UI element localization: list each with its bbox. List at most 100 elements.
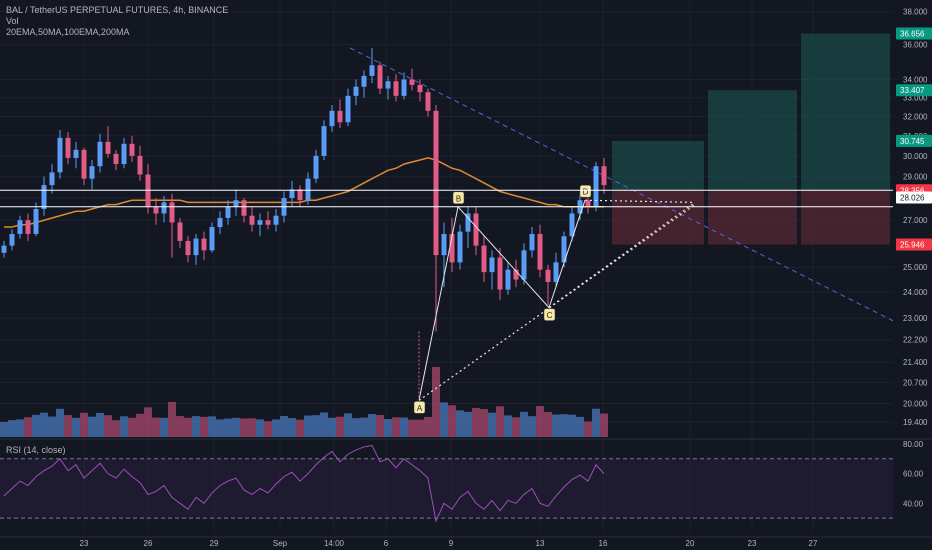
candle-body [425, 92, 431, 111]
candle-body [273, 215, 279, 225]
volume-bar [384, 419, 392, 437]
pattern-label-d-box [579, 184, 592, 198]
price-label-box [896, 191, 932, 204]
volume-bar [200, 416, 208, 437]
price-axis[interactable]: 38.00036.00034.00033.00032.00031.00030.0… [896, 8, 932, 509]
volume-bar [416, 419, 424, 437]
candle-body [137, 155, 143, 175]
volume-bar [208, 416, 216, 437]
volume-bar [288, 418, 296, 437]
volume-bar [0, 421, 8, 437]
candle-body [377, 65, 383, 89]
volume-bar [536, 406, 544, 437]
volume-bar [312, 415, 320, 437]
volume-bar [88, 416, 96, 437]
price-tick-label: 30.000 [903, 152, 928, 161]
pattern-label-d: D [583, 188, 589, 197]
candle-body [249, 215, 255, 225]
time-axis[interactable]: 23 26 29 Sep 14:00 6 9 13 16 20 23 27 [80, 539, 818, 548]
candle-body [441, 233, 447, 256]
candle-body [113, 153, 119, 165]
price-label: 36.656 [900, 30, 925, 39]
rsi-line [3, 444, 605, 523]
descending-trendline [349, 47, 894, 322]
candle-body [385, 81, 391, 89]
price-label: 33.407 [900, 86, 925, 95]
time-tick-label: 9 [449, 539, 454, 548]
price-tick-label: 22.200 [903, 336, 928, 345]
volume-bar [424, 416, 432, 437]
volume-bar [40, 412, 48, 437]
volume-bar [528, 416, 536, 437]
ema-100-line [4, 157, 604, 228]
candle-body [185, 240, 191, 256]
volume-bar [560, 414, 568, 437]
stop-zone [801, 190, 890, 245]
volume-bar [192, 416, 200, 437]
stop-zone [708, 190, 797, 245]
volume-bar [152, 417, 160, 437]
candle-body [97, 141, 103, 167]
volume-bar [488, 412, 496, 437]
price-label: 25.946 [900, 241, 925, 250]
pattern-label-a-box [413, 401, 426, 414]
price-tick-label: 33.000 [903, 94, 928, 103]
candle-body [465, 213, 471, 232]
volume-bar [496, 406, 504, 437]
volume-bar [296, 419, 304, 437]
rsi-tick-label: 60.00 [903, 470, 924, 479]
volume-bar [232, 417, 240, 437]
rsi-tick-label: 40.00 [903, 499, 924, 508]
candle-body [17, 220, 23, 234]
volume-bar [176, 416, 184, 437]
volume-bar [448, 405, 456, 437]
volume-bar [64, 415, 72, 437]
volume-bar [256, 419, 264, 437]
rsi-band [0, 458, 893, 519]
candle-body [209, 227, 215, 251]
candle-body [481, 245, 487, 273]
volume-bar [320, 412, 328, 437]
price-tick-label: 23.000 [903, 314, 928, 323]
abcd-path [418, 200, 586, 401]
volume-bar [32, 414, 40, 437]
volume-bar [352, 418, 360, 437]
candle-body [361, 75, 367, 87]
price-tick-label: 32.000 [903, 112, 928, 121]
horizontal-levels[interactable] [0, 189, 893, 208]
volume-bar [376, 415, 384, 437]
target-zone [612, 140, 704, 191]
volume-bar [584, 421, 592, 437]
volume-bar [8, 420, 16, 437]
volume-bar [120, 416, 128, 437]
candle-body [521, 250, 527, 280]
candle-body [313, 155, 319, 179]
candle-body [337, 110, 343, 123]
pattern-label-c-box [543, 308, 556, 321]
volume-bar [504, 415, 512, 437]
volume-bar [432, 367, 440, 437]
candlestick-series [1, 47, 607, 332]
volume-bar [136, 413, 144, 437]
time-tick-label: 26 [144, 539, 153, 548]
volume-bar [184, 417, 192, 437]
price-tick-label: 24.000 [903, 288, 928, 297]
rsi-pane [0, 444, 893, 523]
time-tick-label: 29 [210, 539, 219, 548]
candle-body [505, 269, 511, 290]
volume-bar [360, 417, 368, 437]
candle-body [153, 206, 159, 214]
price-label: 28.356 [900, 186, 925, 195]
chart-legend: BAL / TetherUS PERPETUAL FUTURES, 4h, BI… [6, 5, 228, 38]
volume-label: Vol [6, 16, 19, 26]
ma-label: 20EMA,50MA,100EMA,200MA [6, 27, 130, 37]
candle-body [473, 213, 479, 246]
stop-zone [612, 190, 704, 245]
volume-bar [328, 417, 336, 437]
volume-bar [216, 419, 224, 437]
price-tick-label: 20.000 [903, 399, 928, 408]
candle-body [345, 95, 351, 123]
volume-bar [392, 417, 400, 437]
abcd-pattern: A B C D [413, 184, 696, 414]
